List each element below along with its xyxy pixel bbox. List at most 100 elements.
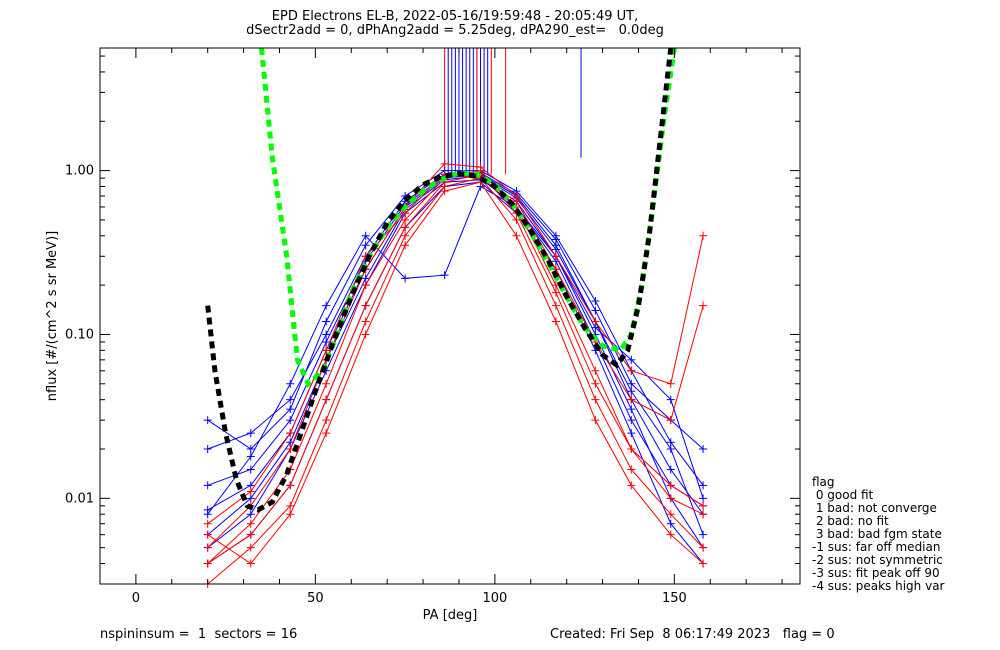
data-point bbox=[551, 317, 560, 326]
fit-curve bbox=[205, 47, 674, 513]
data-point bbox=[627, 481, 636, 490]
data-point bbox=[666, 465, 675, 474]
data-point bbox=[286, 405, 295, 414]
data-point bbox=[666, 481, 675, 490]
data-point bbox=[246, 465, 255, 474]
series-line bbox=[207, 163, 704, 548]
legend-item: -1 sus: far off median bbox=[812, 540, 941, 554]
data-point bbox=[246, 559, 255, 568]
data-point bbox=[699, 481, 708, 490]
data-point bbox=[246, 494, 255, 503]
x-tick-label: 100 bbox=[482, 591, 507, 606]
data-point bbox=[627, 379, 636, 388]
data-point bbox=[591, 416, 600, 425]
data-point bbox=[440, 187, 449, 196]
spike-lines bbox=[444, 48, 582, 175]
data-point bbox=[699, 510, 708, 519]
x-axis-label: PA [deg] bbox=[423, 608, 478, 623]
data-point bbox=[666, 416, 675, 425]
legend-item: 0 good fit bbox=[812, 488, 874, 502]
data-point bbox=[666, 519, 675, 528]
data-point bbox=[286, 416, 295, 425]
series-line bbox=[207, 181, 704, 565]
data-point bbox=[666, 494, 675, 503]
data-point bbox=[286, 395, 295, 404]
x-tick-label: 50 bbox=[307, 591, 324, 606]
data-point bbox=[591, 395, 600, 404]
data-point bbox=[322, 416, 331, 425]
data-point bbox=[512, 215, 521, 224]
legend-title: flag bbox=[812, 475, 835, 489]
data-point bbox=[551, 288, 560, 297]
legend-item: -3 sus: fit peak off 90 bbox=[812, 566, 940, 580]
data-point bbox=[203, 530, 212, 539]
data-point bbox=[246, 429, 255, 438]
data-point bbox=[361, 330, 370, 339]
y-axis-label: nflux [#/(cm^2 s sr MeV)] bbox=[45, 231, 60, 401]
data-point bbox=[246, 543, 255, 552]
data-point bbox=[322, 317, 331, 326]
data-point bbox=[203, 416, 212, 425]
data-point bbox=[627, 395, 636, 404]
data-point bbox=[322, 346, 331, 355]
data-point bbox=[203, 519, 212, 528]
data-point bbox=[512, 231, 521, 240]
data-point bbox=[440, 271, 449, 280]
data-point bbox=[246, 452, 255, 461]
data-point bbox=[401, 223, 410, 232]
data-point bbox=[203, 543, 212, 552]
data-point bbox=[666, 395, 675, 404]
series-line bbox=[207, 173, 704, 564]
data-point bbox=[627, 444, 636, 453]
data-point bbox=[361, 274, 370, 283]
legend-item: -2 sus: not symmetric bbox=[812, 553, 943, 567]
legend-item: -4 sus: peaks high var bbox=[812, 579, 945, 593]
data-point bbox=[627, 416, 636, 425]
chart-subtitle: dSectr2add = 0, dPhAng2add = 5.25deg, dP… bbox=[246, 23, 664, 38]
data-point bbox=[551, 301, 560, 310]
data-point bbox=[699, 559, 708, 568]
data-point bbox=[551, 235, 560, 244]
data-point bbox=[476, 163, 485, 172]
data-point bbox=[627, 366, 636, 375]
data-point bbox=[246, 519, 255, 528]
data-series bbox=[203, 159, 708, 588]
footer-spin-info: nspininsum = 1 sectors = 16 bbox=[100, 627, 298, 642]
data-point bbox=[203, 444, 212, 453]
data-point bbox=[627, 405, 636, 414]
data-point bbox=[286, 379, 295, 388]
data-point bbox=[551, 245, 560, 254]
legend-item: 3 bad: bad fgm state bbox=[812, 527, 942, 541]
data-point bbox=[591, 317, 600, 326]
data-point bbox=[203, 481, 212, 490]
data-point bbox=[246, 510, 255, 519]
data-point bbox=[246, 444, 255, 453]
footer-created-info: Created: Fri Sep 8 06:17:49 2023 flag = … bbox=[550, 627, 835, 642]
data-point bbox=[591, 366, 600, 375]
series-line bbox=[207, 185, 704, 515]
data-point bbox=[627, 355, 636, 364]
data-point bbox=[203, 510, 212, 519]
data-point bbox=[286, 481, 295, 490]
data-point bbox=[401, 274, 410, 283]
data-point bbox=[401, 241, 410, 250]
series-line bbox=[207, 179, 704, 548]
chart-title: EPD Electrons EL-B, 2022-05-16/19:59:48 … bbox=[271, 9, 639, 24]
data-point bbox=[203, 559, 212, 568]
data-point bbox=[666, 444, 675, 453]
data-point bbox=[699, 501, 708, 510]
data-point bbox=[627, 387, 636, 396]
data-point bbox=[591, 379, 600, 388]
data-point bbox=[322, 429, 331, 438]
y-tick-label: 0.01 bbox=[65, 491, 94, 506]
data-point bbox=[401, 231, 410, 240]
flag-legend: flag 0 good fit 1 bad: not converge 2 ba… bbox=[812, 476, 944, 593]
series-line bbox=[207, 173, 704, 507]
data-point bbox=[699, 301, 708, 310]
data-point bbox=[361, 301, 370, 310]
x-tick-label: 150 bbox=[662, 591, 687, 606]
data-point bbox=[246, 487, 255, 496]
legend-item: 1 bad: not converge bbox=[812, 501, 937, 515]
y-tick-label: 0.10 bbox=[65, 327, 94, 342]
